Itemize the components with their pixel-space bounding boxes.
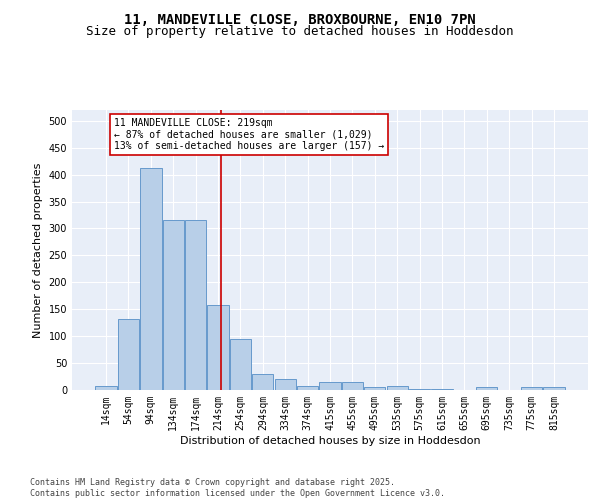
Bar — [230, 339, 251, 390]
Bar — [252, 374, 274, 390]
X-axis label: Distribution of detached houses by size in Hoddesdon: Distribution of detached houses by size … — [179, 436, 481, 446]
Bar — [208, 305, 229, 390]
Bar — [364, 387, 385, 390]
Text: 11 MANDEVILLE CLOSE: 219sqm
← 87% of detached houses are smaller (1,029)
13% of : 11 MANDEVILLE CLOSE: 219sqm ← 87% of det… — [114, 118, 384, 152]
Bar — [275, 379, 296, 390]
Bar — [521, 388, 542, 390]
Text: Contains HM Land Registry data © Crown copyright and database right 2025.
Contai: Contains HM Land Registry data © Crown c… — [30, 478, 445, 498]
Bar — [386, 386, 408, 390]
Bar — [476, 388, 497, 390]
Bar — [185, 220, 206, 390]
Bar — [163, 220, 184, 390]
Bar — [319, 382, 341, 390]
Bar — [140, 168, 161, 390]
Bar — [409, 389, 430, 390]
Y-axis label: Number of detached properties: Number of detached properties — [33, 162, 43, 338]
Bar — [342, 382, 363, 390]
Bar — [95, 386, 117, 390]
Bar — [543, 388, 565, 390]
Bar — [118, 319, 139, 390]
Bar — [297, 386, 318, 390]
Text: 11, MANDEVILLE CLOSE, BROXBOURNE, EN10 7PN: 11, MANDEVILLE CLOSE, BROXBOURNE, EN10 7… — [124, 12, 476, 26]
Text: Size of property relative to detached houses in Hoddesdon: Size of property relative to detached ho… — [86, 25, 514, 38]
